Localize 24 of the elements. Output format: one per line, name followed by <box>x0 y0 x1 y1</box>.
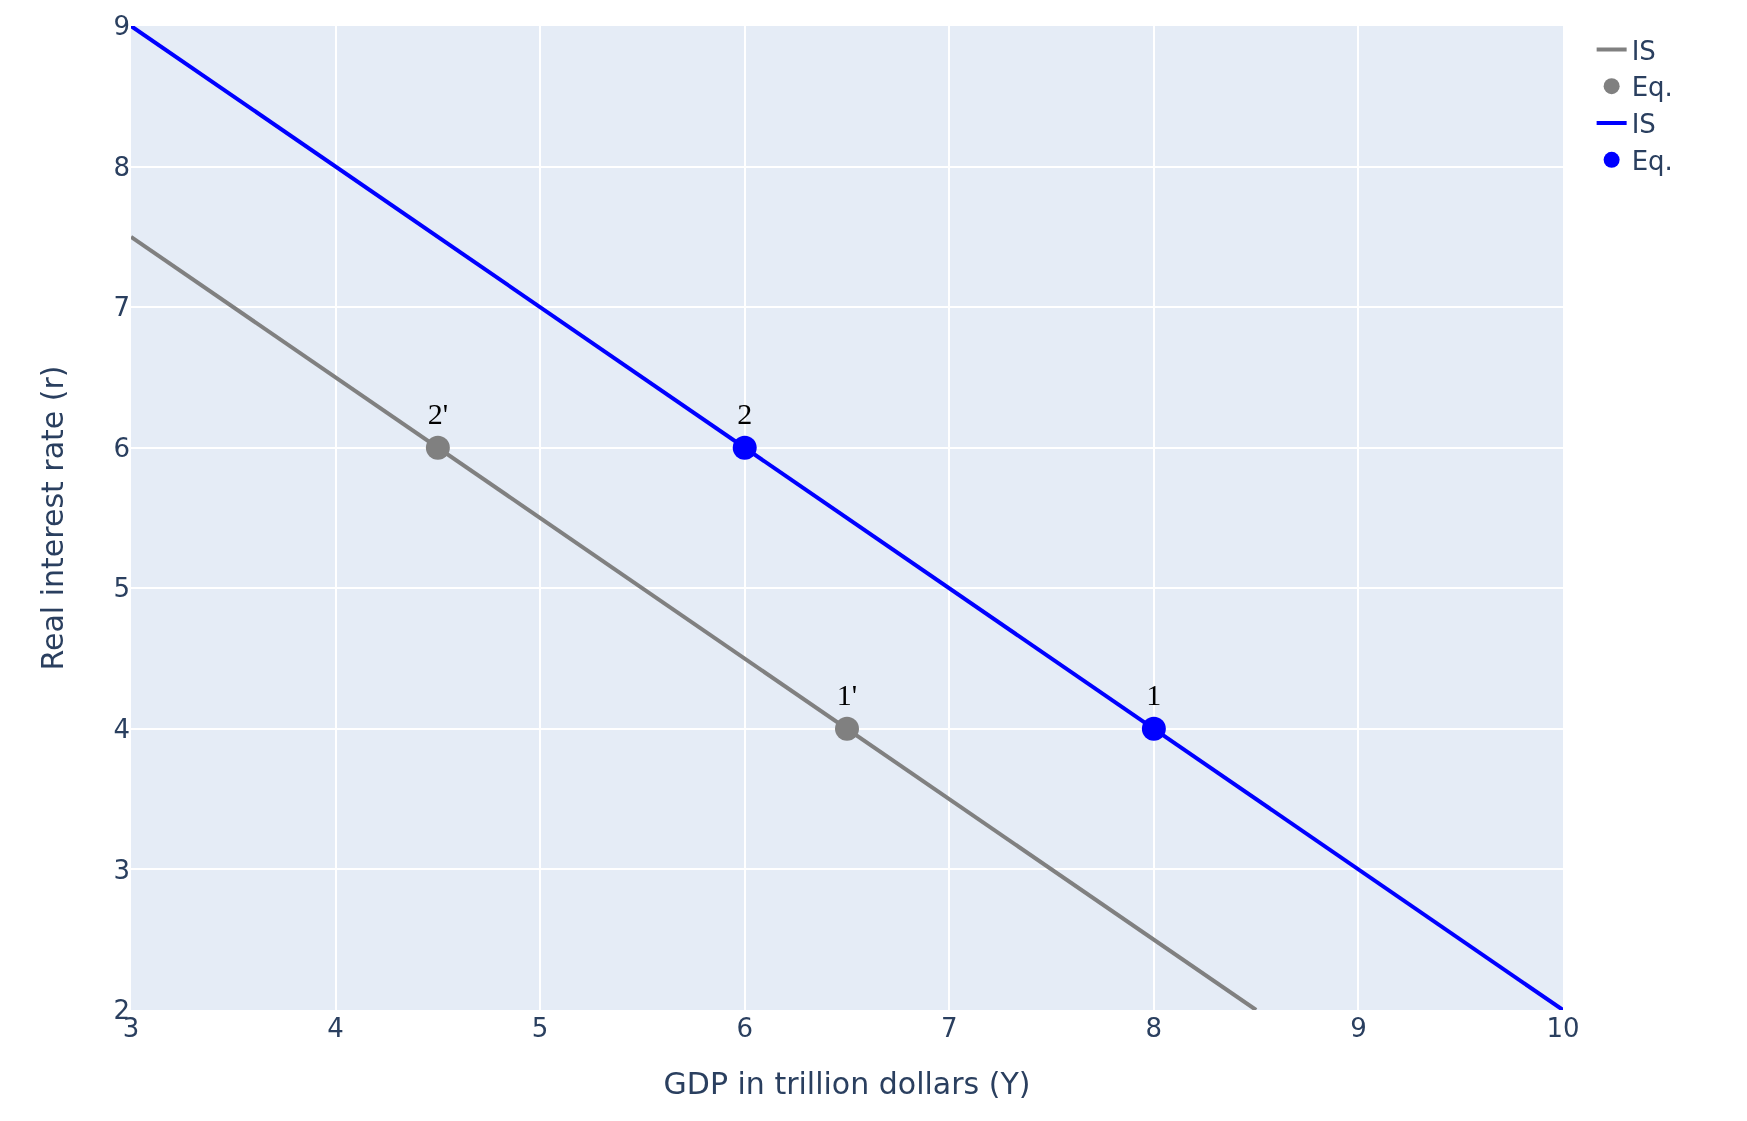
annotation: 1 <box>1146 678 1162 712</box>
annotation: 2 <box>737 397 753 431</box>
x-tick-label: 9 <box>1350 1013 1367 1043</box>
annotation: 1' <box>836 678 858 712</box>
y-tick-label: 3 <box>113 854 130 885</box>
legend-label: Eq. <box>1631 72 1673 103</box>
annotation: 2' <box>427 397 449 431</box>
x-axis-title: GDP in trillion dollars (Y) <box>663 1065 1031 1101</box>
y-tick-label: 8 <box>113 151 130 182</box>
y-tick-label: 5 <box>113 573 130 604</box>
y-axis-title: Real interest rate (r) <box>35 365 71 671</box>
y-tick-label: 4 <box>113 713 130 744</box>
legend-label: IS <box>1631 109 1656 140</box>
y-tick-label: 6 <box>113 432 130 463</box>
x-tick-label: 8 <box>1145 1013 1163 1043</box>
x-tick-label: 7 <box>941 1013 958 1043</box>
x-tick-label: 10 <box>1546 1013 1580 1043</box>
y-tick-label: 7 <box>113 292 130 323</box>
x-tick-label: 5 <box>531 1013 549 1043</box>
x-tick-label: 6 <box>736 1013 753 1043</box>
legend-label: IS <box>1631 35 1656 66</box>
y-tick-label: 9 <box>113 11 130 42</box>
legend-label: Eq. <box>1631 145 1673 176</box>
x-tick-label: 4 <box>327 1013 344 1043</box>
